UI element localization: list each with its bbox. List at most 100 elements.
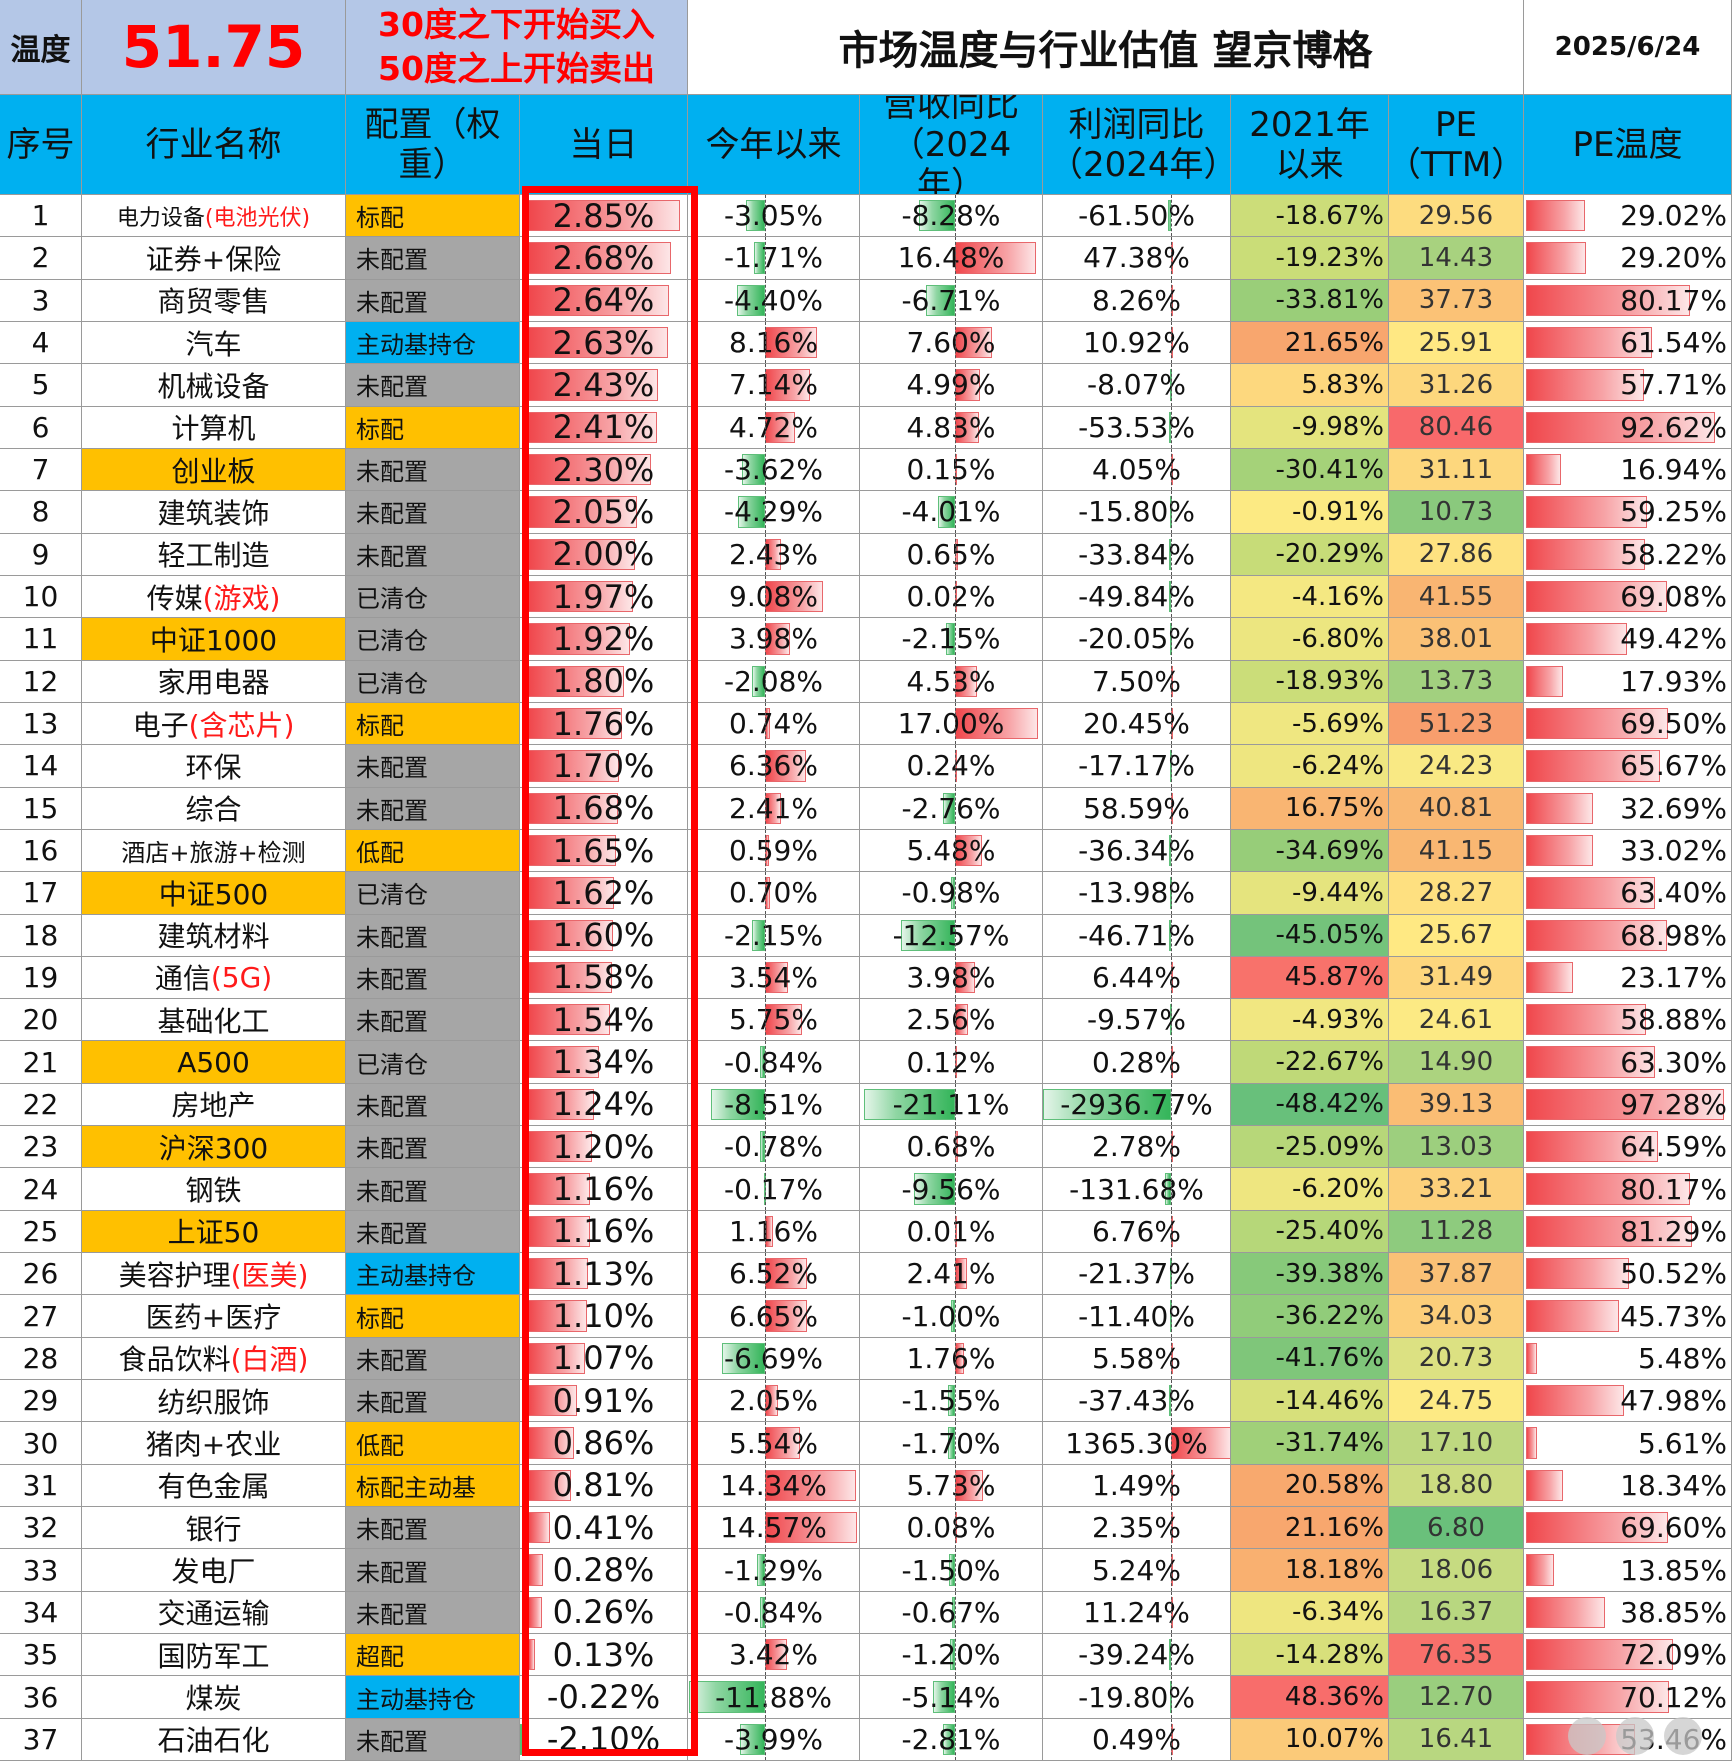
axis-line <box>765 321 767 364</box>
profit-value: 11.24% <box>1083 1595 1190 1629</box>
alloc-value: 主动基持仓 <box>356 1262 476 1291</box>
axis-line <box>765 279 767 321</box>
row-1-rev: -8.28% <box>860 195 1043 238</box>
row-8-day: 2.05% <box>520 491 688 534</box>
axis-line <box>765 1549 767 1591</box>
row-8-rev: -4.01% <box>860 491 1043 534</box>
row-33-day: 0.28% <box>520 1549 688 1592</box>
day-value: 1.20% <box>552 1127 655 1166</box>
data-bar <box>742 453 766 486</box>
row-34-day: 0.26% <box>520 1591 688 1634</box>
day-value: 1.16% <box>552 1170 655 1209</box>
row-23-pe: 13.03 <box>1389 1126 1524 1169</box>
n-value: 5 <box>31 368 50 402</box>
pet-value: 58.22% <box>1620 537 1727 571</box>
data-bar <box>1526 919 1667 951</box>
rev-value: 5.48% <box>906 834 996 868</box>
row-17-profit: -13.98% <box>1043 872 1231 915</box>
industry-name: 基础化工 <box>157 1004 270 1038</box>
row-34-ytd: -0.84% <box>688 1591 860 1634</box>
pe-value: 31.11 <box>1418 454 1494 485</box>
row-30-ytd: 5.54% <box>688 1422 860 1465</box>
axis-line <box>765 1634 767 1676</box>
data-bar <box>1526 242 1586 274</box>
alloc-value: 标配 <box>356 712 404 741</box>
profit-value: -9.57% <box>1086 1003 1187 1037</box>
row-12-profit: 7.50% <box>1043 660 1231 703</box>
industry-name: 电力设备 <box>116 205 205 231</box>
data-bar <box>1043 1088 1171 1121</box>
row-12-alloc: 已清仓 <box>346 660 520 703</box>
row-30-day: 0.86% <box>520 1422 688 1465</box>
pe-value: 41.55 <box>1418 581 1494 612</box>
row-30-s21: -31.74% <box>1231 1422 1389 1465</box>
data-bar <box>528 1131 592 1163</box>
data-bar <box>1526 1342 1538 1375</box>
row-37-name: 石油石化 <box>82 1718 346 1761</box>
row-2-alloc: 未配置 <box>346 237 520 280</box>
ytd-value: -0.17% <box>723 1172 824 1206</box>
axis-line <box>765 195 767 237</box>
row-34-n: 34 <box>0 1591 82 1634</box>
pe-value: 33.21 <box>1418 1174 1494 1205</box>
row-16-rev: 5.48% <box>860 829 1043 873</box>
row-2-s21: -19.23% <box>1231 237 1389 280</box>
row-18-ytd: -2.15% <box>688 914 860 957</box>
axis-line <box>1170 1210 1172 1253</box>
row-19-pet: 23.17% <box>1524 956 1732 1000</box>
temp-value-cell: 51.75 <box>82 0 346 95</box>
data-bar <box>926 284 956 316</box>
row-11-pe: 38.01 <box>1389 618 1524 661</box>
row-29-s21: -14.46% <box>1231 1380 1389 1423</box>
row-33-rev: -1.50% <box>860 1549 1043 1592</box>
row-27-name: 医药+医疗 <box>82 1295 346 1338</box>
day-value: 1.76% <box>552 704 655 743</box>
row-7-name: 创业板 <box>82 448 346 492</box>
n-value: 4 <box>31 326 50 360</box>
profit-value: 1365.30% <box>1065 1426 1208 1460</box>
row-22-pe: 39.13 <box>1389 1083 1524 1127</box>
alloc-value: 未配置 <box>356 1177 428 1206</box>
ytd-value: -2.15% <box>723 918 824 952</box>
pe-value: 38.01 <box>1418 623 1494 654</box>
n-value: 22 <box>22 1087 59 1121</box>
data-bar <box>765 750 806 782</box>
row-36-n: 36 <box>0 1676 82 1719</box>
row-33-alloc: 未配置 <box>346 1549 520 1592</box>
day-value: 2.68% <box>552 238 655 277</box>
axis-line <box>1170 999 1172 1041</box>
row-35-ytd: 3.42% <box>688 1634 860 1677</box>
row-9-day: 2.00% <box>520 533 688 576</box>
data-bar <box>955 242 1036 274</box>
n-value: 33 <box>22 1553 59 1587</box>
ytd-value: 6.65% <box>729 1299 818 1333</box>
rev-value: -1.50% <box>901 1553 1001 1587</box>
day-value: 2.63% <box>552 323 655 362</box>
row-10-name: 传媒 (游戏) <box>82 575 346 619</box>
data-bar <box>528 1004 611 1036</box>
row-32-rev: 0.08% <box>860 1507 1043 1550</box>
header-since2021: 2021年以来 <box>1231 95 1389 195</box>
n-value: 1 <box>31 199 50 233</box>
data-bar <box>1526 707 1668 740</box>
pet-value: 5.61% <box>1638 1426 1727 1460</box>
n-value: 2 <box>31 241 50 275</box>
row-37-day: -2.10% <box>520 1718 688 1761</box>
ytd-value: -6.69% <box>723 1341 824 1375</box>
row-4-name: 汽车 <box>82 321 346 365</box>
row-21-profit: 0.28% <box>1043 1041 1231 1084</box>
axis-line <box>765 1337 767 1380</box>
data-bar <box>528 665 624 697</box>
ytd-value: 14.57% <box>720 1511 827 1545</box>
alloc-value: 未配置 <box>356 754 428 783</box>
row-37-profit: 0.49% <box>1043 1718 1231 1761</box>
row-27-alloc: 标配 <box>346 1295 520 1338</box>
row-26-day: 1.13% <box>520 1253 688 1296</box>
row-26-alloc: 主动基持仓 <box>346 1253 520 1296</box>
axis-line <box>765 1507 767 1549</box>
alloc-value: 超配 <box>356 1643 404 1672</box>
axis-line <box>1170 1337 1172 1380</box>
axis-line <box>1170 406 1172 448</box>
pet-value: 18.34% <box>1620 1468 1727 1502</box>
rev-value: -1.20% <box>901 1638 1001 1672</box>
